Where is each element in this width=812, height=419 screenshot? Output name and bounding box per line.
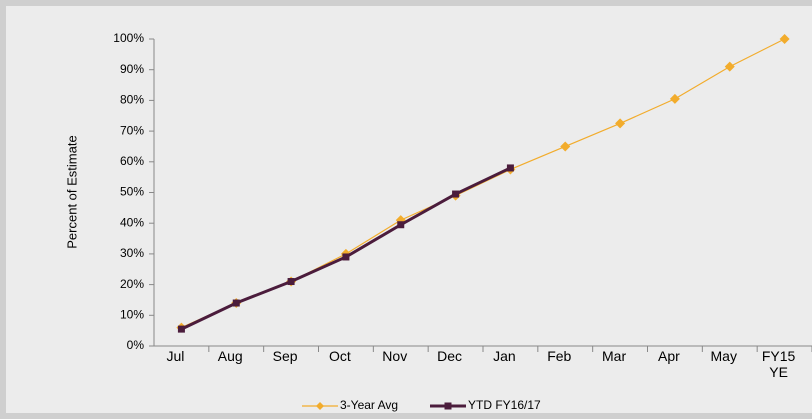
series-line bbox=[181, 38, 785, 329]
x-tick-label: Nov bbox=[382, 348, 408, 364]
x-tick-label: Sep bbox=[272, 348, 298, 364]
y-axis-title: Percent of Estimate bbox=[64, 135, 79, 248]
y-tick-label: 20% bbox=[120, 277, 144, 291]
y-tick-label: 50% bbox=[120, 185, 144, 199]
y-tick-label: 60% bbox=[120, 154, 144, 168]
y-tick-label: 80% bbox=[120, 93, 144, 107]
marker bbox=[779, 34, 790, 44]
y-tick-label: 10% bbox=[120, 307, 144, 321]
x-tick-label: Jul bbox=[166, 348, 185, 364]
x-tick-label: Dec bbox=[437, 348, 463, 364]
series-line bbox=[180, 166, 512, 331]
marker bbox=[615, 118, 626, 129]
y-tick-label: 90% bbox=[120, 62, 144, 76]
y-tick-label: 0% bbox=[127, 338, 145, 352]
y-tick-label: 40% bbox=[120, 215, 144, 229]
y-tick-label: 30% bbox=[120, 246, 144, 260]
legend-label: YTD FY16/17 bbox=[468, 398, 541, 412]
y-tick-label: 100% bbox=[113, 31, 144, 45]
x-tick-label: FY15 YE bbox=[761, 348, 796, 380]
marker bbox=[287, 278, 295, 286]
marker bbox=[397, 221, 405, 229]
x-tick-label: May bbox=[710, 348, 737, 364]
marker bbox=[669, 93, 680, 104]
x-tick-label: Apr bbox=[658, 348, 680, 364]
x-tick-label: Jan bbox=[493, 348, 516, 364]
x-tick-label: Oct bbox=[329, 348, 351, 364]
marker bbox=[444, 402, 452, 410]
marker bbox=[506, 164, 514, 172]
x-tick-label: Feb bbox=[547, 348, 572, 364]
marker bbox=[177, 325, 185, 333]
legend-label: 3-Year Avg bbox=[340, 398, 398, 412]
chart-svg: Percent of Estimate 0% 10% 20% 30% 40% 50% 60%… bbox=[64, 31, 812, 412]
marker bbox=[342, 253, 350, 261]
marker bbox=[724, 61, 735, 72]
marker bbox=[452, 190, 460, 198]
marker bbox=[232, 299, 240, 307]
y-tick-label: 70% bbox=[120, 123, 144, 137]
marker bbox=[560, 141, 571, 152]
x-tick-label: Aug bbox=[217, 348, 243, 364]
marker bbox=[316, 402, 324, 410]
x-tick-label: Mar bbox=[602, 348, 627, 364]
